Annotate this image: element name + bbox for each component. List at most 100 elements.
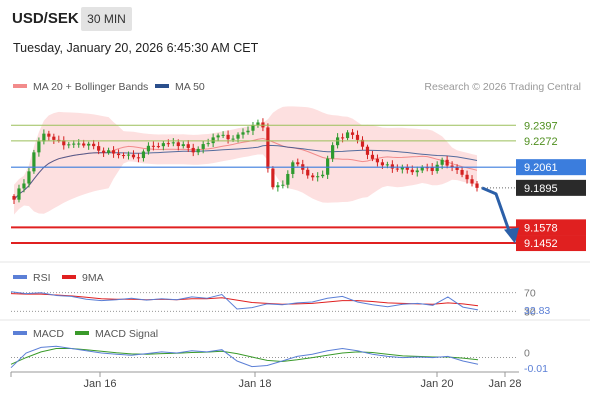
candle-body (37, 141, 41, 153)
macd-value-label: -0.01 (524, 363, 548, 375)
candle-body (161, 143, 165, 147)
level-9-2272-label: 9.2272 (524, 136, 558, 148)
candle-body (470, 179, 474, 184)
x-tick-label: Jan 20 (420, 378, 453, 390)
x-tick-label: Jan 18 (238, 378, 271, 390)
candle-body (191, 147, 195, 153)
candle-body (196, 148, 200, 153)
candle-body (121, 155, 126, 157)
candle-body (430, 167, 434, 172)
candle-body (92, 143, 96, 147)
level-layer: 9.2397 9.2272 9.2061 9.1895 9.1578 9.1452 (11, 120, 586, 252)
candle-body (42, 133, 46, 142)
level-9-1452-tag (516, 235, 586, 252)
candle-body (415, 170, 419, 173)
candle-body (236, 134, 240, 139)
candle-body (286, 173, 290, 185)
rsi-line (10, 291, 479, 311)
candle-body (385, 164, 389, 166)
candle-body (22, 183, 26, 189)
candle-body (216, 135, 220, 138)
candle-body (106, 150, 111, 153)
candle-body (221, 134, 225, 136)
candle-body (331, 145, 335, 159)
ma50-legend-label: MA 50 (175, 81, 205, 93)
macd-signal-line (10, 348, 479, 365)
candle-body (365, 146, 370, 155)
forecast-arrow-line (481, 186, 512, 235)
ma20-legend-swatch (13, 84, 27, 88)
candle-body (390, 164, 394, 169)
candle-body (186, 144, 190, 148)
candle-body (460, 169, 464, 175)
candle-body (27, 171, 31, 184)
candle-body (251, 124, 255, 131)
candle-body (181, 144, 185, 147)
candle-body (201, 144, 205, 149)
price-layer (12, 106, 479, 215)
candle-body (87, 143, 91, 146)
candle-body (306, 169, 310, 176)
macd-signal-legend-label: MACD Signal (95, 328, 158, 340)
macd-zero-label: 0 (524, 348, 530, 360)
candle-body (296, 162, 300, 165)
timeframe-badge[interactable]: 30 MIN (81, 7, 132, 31)
macd-signal-legend-swatch (75, 331, 89, 335)
candle-body (176, 142, 180, 147)
candle-body (52, 136, 56, 140)
rsi-ma-line (10, 293, 479, 307)
candle-body (450, 165, 454, 168)
candle-body (62, 140, 66, 146)
macd-legend-swatch (13, 331, 27, 335)
level-9-2061-label: 9.2061 (524, 162, 558, 174)
level-9-2397-label: 9.2397 (524, 120, 558, 132)
candle-body (12, 195, 16, 200)
ma20-legend-label: MA 20 + Bollinger Bands (33, 81, 148, 93)
candle-body (400, 167, 404, 170)
candle-body (116, 153, 121, 156)
candle-body (47, 133, 51, 137)
candle-body (355, 134, 360, 140)
candle-body (141, 151, 146, 159)
candle-body (266, 127, 270, 169)
candle-body (435, 164, 439, 172)
candle-body (271, 168, 275, 188)
candle-body (350, 132, 355, 135)
level-9-1895-label: 9.1895 (524, 183, 558, 195)
time-axis: Jan 16 Jan 18 Jan 20 Jan 28 (10, 372, 522, 390)
candle-body (256, 122, 260, 125)
level-9-1578-label: 9.1578 (524, 222, 558, 234)
rsi-legend-label: RSI (33, 272, 51, 284)
candle-body (226, 134, 230, 140)
rsi-value-label: 32.83 (524, 305, 550, 317)
candle-body (171, 142, 175, 144)
candle-body (166, 143, 170, 145)
candle-body (126, 154, 131, 156)
candle-body (17, 188, 21, 200)
bollinger-band (14, 106, 477, 215)
candle-body (77, 143, 81, 145)
rsi-level-label-30: 30 (524, 306, 536, 318)
candle-body (136, 157, 141, 159)
candle-body (340, 137, 345, 139)
candle-body (241, 132, 245, 135)
macd-layer: 0 -0.01 (10, 345, 548, 375)
candle-body (151, 145, 155, 147)
credit-label: Research © 2026 Trading Central (424, 81, 581, 93)
rsi-level-label-70: 70 (524, 288, 536, 300)
candle-body (425, 167, 429, 169)
candle-body (32, 152, 36, 172)
level-9-1452-label: 9.1452 (524, 238, 558, 250)
x-tick-label: Jan 16 (83, 378, 116, 390)
candle-body (211, 137, 215, 144)
candle-body (405, 167, 409, 170)
candle-body (395, 168, 399, 170)
rsi-ma-legend-label: 9MA (82, 272, 104, 284)
candle-body (360, 139, 365, 147)
x-tick-label: Jan 28 (488, 378, 521, 390)
candle-body (231, 138, 235, 140)
candle-body (475, 183, 479, 188)
candle-body (445, 159, 449, 166)
rsi-legend-swatch (13, 275, 27, 279)
